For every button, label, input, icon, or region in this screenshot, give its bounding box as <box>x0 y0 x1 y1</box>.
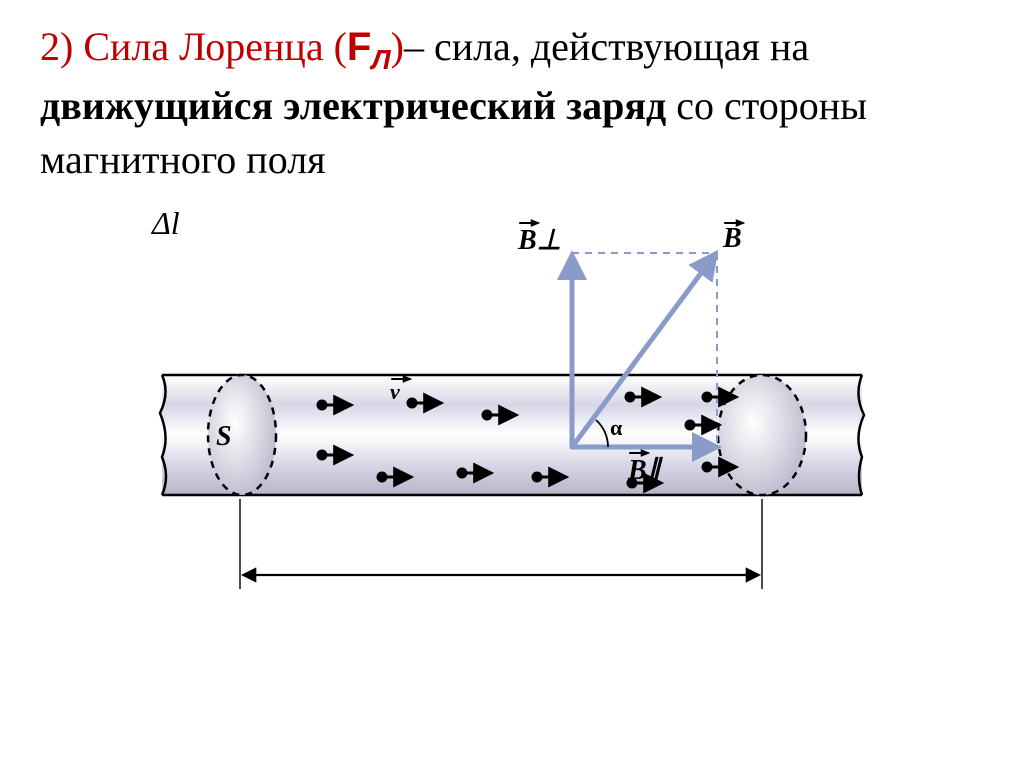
force-symbol: F <box>347 25 371 69</box>
label-s: S <box>216 421 232 453</box>
label-b-par: B∥ <box>628 453 661 487</box>
label-v: v <box>390 379 400 405</box>
paren-close: ) <box>391 24 404 69</box>
paren-open: ( <box>324 24 347 69</box>
label-b-perp: B⊥ <box>518 223 561 257</box>
label-b: B <box>723 223 742 255</box>
tail1: сила, действующая на <box>434 24 809 69</box>
definition-text: 2) Сила Лоренца (FЛ)– сила, действующая … <box>40 20 984 187</box>
force-symbol-sub: Л <box>371 44 390 75</box>
label-alpha: α <box>610 415 622 441</box>
figure-container: B⊥ B B∥ v S α Δl <box>40 205 984 635</box>
term: Сила Лоренца <box>83 24 323 69</box>
prefix: 2) <box>40 24 83 69</box>
lorentz-figure: B⊥ B B∥ v S α Δl <box>152 205 872 635</box>
bold-tail: движущийся электрический заряд <box>40 83 666 128</box>
dash: – <box>404 24 434 69</box>
